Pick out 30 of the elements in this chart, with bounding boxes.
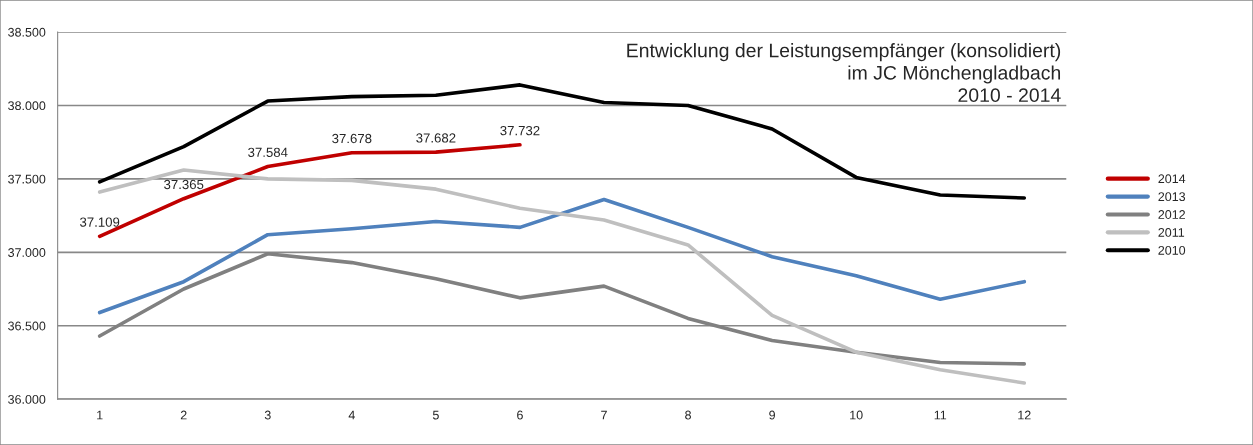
- x-tick-label: 2: [180, 410, 187, 420]
- data-label: 37.109: [79, 217, 120, 227]
- x-tick-label: 1: [97, 410, 103, 420]
- legend-label: 2013: [1158, 192, 1186, 202]
- x-tick-label: 5: [432, 410, 439, 420]
- x-tick-label: 12: [1018, 410, 1031, 420]
- x-tick-label: 8: [685, 410, 691, 420]
- x-tick-label: 9: [769, 410, 775, 420]
- text: Entwicklung der Leistungsempfänger (konsolidiert) im JC Mönchengladbach 2010 - 2014: [627, 43, 1061, 103]
- legend-label: 2014: [1158, 174, 1186, 184]
- y-tick-label: 37.500: [8, 174, 46, 184]
- data-label: 37.682: [416, 133, 456, 143]
- x-tick-label: 10: [850, 410, 863, 420]
- x-tick-label: 4: [348, 410, 355, 420]
- legend-label: 2011: [1158, 228, 1185, 237]
- x-tick-label: 6: [517, 410, 523, 420]
- data-label: 37.365: [164, 179, 204, 190]
- x-tick-label: 3: [264, 410, 271, 420]
- y-tick-label: 38.500: [8, 27, 46, 37]
- data-label: 37.732: [500, 125, 540, 136]
- data-label: 37.678: [332, 133, 372, 144]
- y-tick-label: 37.000: [8, 248, 46, 257]
- legend-label: 2010: [1158, 245, 1186, 255]
- data-label: 37.584: [248, 147, 288, 157]
- y-tick-label: 36.000: [8, 394, 46, 404]
- y-tick-label: 38.000: [8, 101, 46, 111]
- y-tick-label: 36.500: [8, 321, 46, 331]
- legend-label: 2012: [1158, 210, 1185, 219]
- x-tick-label: 11: [934, 410, 947, 420]
- x-tick-label: 7: [601, 410, 607, 420]
